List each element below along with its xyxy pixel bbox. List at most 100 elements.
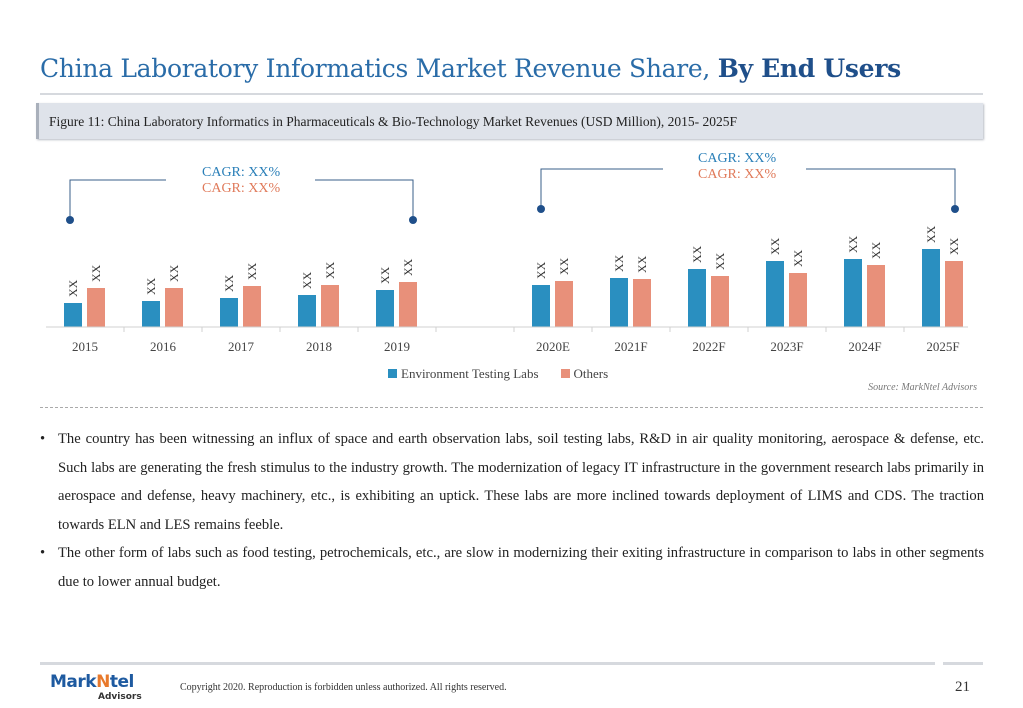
cagr-left-line1: CAGR: XX% xyxy=(202,165,281,180)
bar-environment xyxy=(610,278,628,327)
bar-environment xyxy=(142,301,160,327)
x-tick-label: 2019 xyxy=(384,339,410,354)
chart-legend: Environment Testing Labs Others xyxy=(388,366,608,382)
bar-others xyxy=(321,285,339,327)
bar-others xyxy=(165,288,183,327)
cagr-right: CAGR: XX% CAGR: XX% xyxy=(698,151,776,183)
cagr-bracket-left-left-arm xyxy=(69,179,166,220)
data-label: XX xyxy=(791,249,805,267)
bar-environment xyxy=(844,259,862,327)
logo-text-mark: Mark xyxy=(50,672,97,692)
page-title-main: China Laboratory Informatics Market Reve… xyxy=(40,54,718,83)
data-label: XX xyxy=(557,257,571,275)
bar-environment xyxy=(64,303,82,327)
page-number: 21 xyxy=(955,679,970,695)
x-tick-label: 2021F xyxy=(614,339,647,354)
bullet-item: The other form of labs such as food test… xyxy=(40,539,984,596)
chart-bars: XX XX XX XX XX XX XX XX XX XX XX XX XX XX XX XX XX XX XX XX… xyxy=(64,225,963,327)
chart-source: Source: MarkNtel Advisors xyxy=(868,382,977,393)
cagr-bracket-right-left-dot xyxy=(537,205,545,213)
logo-text-tel: tel xyxy=(109,672,134,692)
cagr-bracket-right-right-dot xyxy=(951,205,959,213)
figure-caption: Figure 11: China Laboratory Informatics … xyxy=(49,114,738,129)
legend-item-environment: Environment Testing Labs xyxy=(388,366,539,382)
bar-environment xyxy=(298,295,316,327)
markntel-logo: MarkNtel Advisors xyxy=(50,672,142,702)
bar-others xyxy=(243,286,261,327)
bar-others xyxy=(555,281,573,327)
cagr-left: CAGR: XX% CAGR: XX% xyxy=(202,165,280,197)
figure-caption-bar: Figure 11: China Laboratory Informatics … xyxy=(36,103,983,139)
data-label: XX xyxy=(947,237,961,255)
footer-divider xyxy=(40,662,935,665)
data-label: XX xyxy=(635,255,649,273)
data-label: XX xyxy=(846,235,860,253)
chart-axis: 2015 2016 2017 2018 2019 2020E 2021F 2022F 2023F… xyxy=(46,326,968,354)
data-label: XX xyxy=(245,262,259,280)
cagr-right-line2: CAGR: XX% xyxy=(698,167,777,182)
data-label: XX xyxy=(401,258,415,276)
bar-others xyxy=(87,288,105,327)
data-label: XX xyxy=(66,279,80,297)
x-tick-label: 2022F xyxy=(692,339,725,354)
cagr-bracket-left-right-dot xyxy=(409,216,417,224)
legend-swatch-others xyxy=(560,369,570,378)
cagr-bracket-left-right-arm xyxy=(315,179,414,220)
legend-item-others: Others xyxy=(560,366,609,382)
bullet-list: The country has been witnessing an influ… xyxy=(40,425,984,596)
bar-others xyxy=(789,273,807,327)
logo-subtext: Advisors xyxy=(98,692,142,702)
data-label: XX xyxy=(378,266,392,284)
data-label: XX xyxy=(869,241,883,259)
copyright: Copyright 2020. Reproduction is forbidde… xyxy=(180,682,507,693)
x-tick-label: 2025F xyxy=(926,339,959,354)
x-tick-label: 2016 xyxy=(150,339,177,354)
data-label: XX xyxy=(300,271,314,289)
data-label: XX xyxy=(612,254,626,272)
data-label: XX xyxy=(167,264,181,282)
cagr-brackets xyxy=(66,168,959,224)
data-label: XX xyxy=(323,261,337,279)
data-label: XX xyxy=(768,237,782,255)
legend-swatch-environment xyxy=(388,369,397,378)
cagr-bracket-right-left-arm xyxy=(540,168,663,209)
bar-environment xyxy=(376,290,394,327)
cagr-bracket-left-left-dot xyxy=(66,216,74,224)
bar-environment xyxy=(766,261,784,327)
x-tick-label: 2023F xyxy=(770,339,803,354)
bar-environment xyxy=(922,249,940,327)
logo-text-n: N xyxy=(96,672,110,692)
bar-environment xyxy=(220,298,238,327)
x-tick-label: 2017 xyxy=(228,339,255,354)
footer-divider-short xyxy=(943,662,983,665)
section-divider xyxy=(40,407,983,408)
page-title-emphasis: By End Users xyxy=(717,54,902,83)
legend-label-environment: Environment Testing Labs xyxy=(401,366,539,381)
bar-others xyxy=(945,261,963,327)
x-tick-label: 2018 xyxy=(306,339,332,354)
data-label: XX xyxy=(144,277,158,295)
data-label: XX xyxy=(222,274,236,292)
bar-others xyxy=(711,276,729,327)
cagr-left-line2: CAGR: XX% xyxy=(202,181,281,196)
data-label: XX xyxy=(89,264,103,282)
cagr-bracket-right-right-arm xyxy=(806,168,956,209)
bar-environment xyxy=(688,269,706,327)
bar-others xyxy=(633,279,651,327)
bar-others xyxy=(399,282,417,327)
logo-wordmark: MarkNtel xyxy=(50,672,134,692)
page-title: China Laboratory Informatics Market Reve… xyxy=(40,54,901,83)
data-label: XX xyxy=(713,252,727,270)
data-label: XX xyxy=(534,261,548,279)
cagr-right-line1: CAGR: XX% xyxy=(698,151,777,166)
data-label: XX xyxy=(690,245,704,263)
title-divider xyxy=(40,93,983,95)
bullet-item: The country has been witnessing an influ… xyxy=(40,425,984,539)
legend-label-others: Others xyxy=(573,366,609,381)
bar-others xyxy=(867,265,885,327)
bar-environment xyxy=(532,285,550,327)
data-label: XX xyxy=(924,225,938,243)
x-tick-label: 2024F xyxy=(848,339,881,354)
x-tick-label: 2020E xyxy=(536,339,570,354)
